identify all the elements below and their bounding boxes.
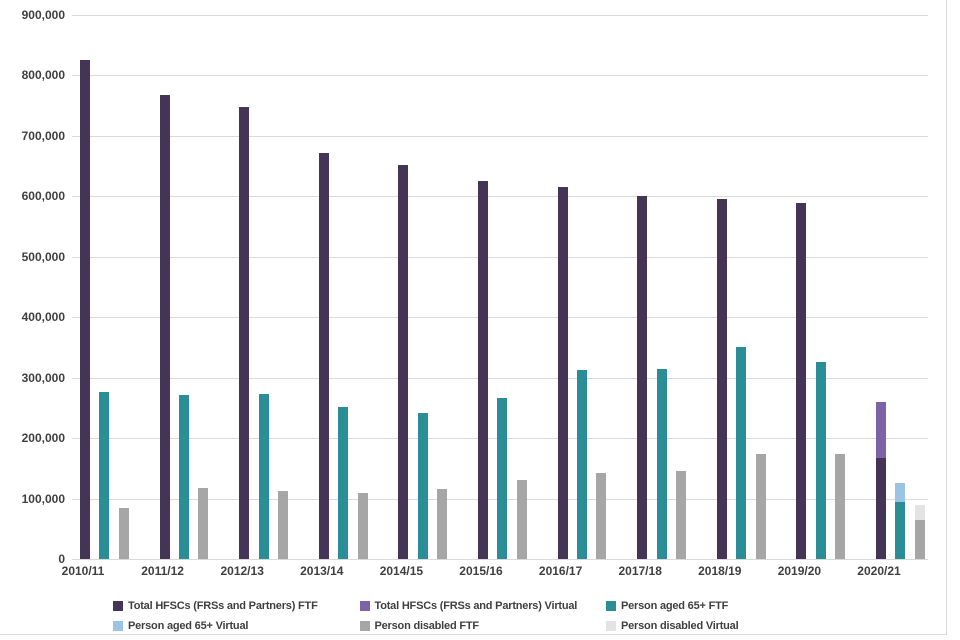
bar-segment-total-2015-16 bbox=[478, 181, 488, 559]
y-tick-label: 200,000 bbox=[21, 431, 65, 446]
x-tick-label: 2017/18 bbox=[618, 564, 662, 578]
gridline bbox=[72, 75, 928, 77]
bar-segment-aged65-2010-11 bbox=[99, 391, 110, 559]
bar-segment-total-2019-20 bbox=[796, 202, 807, 559]
legend-marker bbox=[359, 621, 370, 631]
bar-segment-total-2016-17 bbox=[557, 187, 568, 559]
x-tick-label: 2015/16 bbox=[459, 564, 503, 578]
bar-segment-aged65-2017-18 bbox=[656, 368, 667, 559]
gridline bbox=[72, 256, 928, 258]
bar-segment-aged65-2014-15 bbox=[417, 412, 428, 559]
legend-marker bbox=[606, 621, 616, 631]
x-tick-label: 2011/12 bbox=[141, 564, 184, 578]
bar-segment-disabled-2011-12 bbox=[198, 487, 209, 559]
bar-segment-aged65-2012-13 bbox=[258, 393, 269, 559]
legend-marker bbox=[113, 621, 123, 631]
bar-segment-total-2010-11 bbox=[80, 60, 90, 559]
x-tick-label: 2014/15 bbox=[379, 564, 424, 578]
bar-segment-disabled-2020-21 bbox=[914, 519, 925, 559]
bar-segment-aged65-2020-21 bbox=[895, 501, 906, 559]
y-tick-label: 300,000 bbox=[21, 370, 65, 385]
legend-label: Total HFSCs (FRSs and Partners) FTF bbox=[128, 600, 318, 612]
bar-segment-total-2017-18 bbox=[637, 196, 648, 559]
bar-segment-total-2018-19 bbox=[716, 198, 727, 559]
legend-label: Person disabled FTF bbox=[374, 620, 480, 632]
gridline bbox=[72, 559, 928, 560]
legend-label: Person aged 65+ Virtual bbox=[128, 620, 249, 632]
chart-frame bbox=[0, 0, 947, 635]
x-tick-label: 2012/13 bbox=[220, 564, 264, 578]
legend-label: Person aged 65+ FTF bbox=[621, 600, 729, 612]
bar-segment-total-2012-13 bbox=[239, 107, 250, 559]
gridline bbox=[72, 135, 928, 137]
bar-segment-total-2014-15 bbox=[398, 164, 409, 559]
bar-segment-disabled-2019-20 bbox=[835, 454, 846, 559]
bar-segment-disabled-2010-11 bbox=[118, 507, 129, 559]
bar-segment-aged65-2018-19 bbox=[736, 347, 747, 559]
x-tick-label: 2016/17 bbox=[538, 564, 583, 578]
bar-segment-disabled-2014-15 bbox=[437, 489, 448, 559]
y-tick-label: 400,000 bbox=[21, 310, 65, 325]
bar-segment-disabled-2017-18 bbox=[676, 470, 686, 559]
x-tick-label: 2013/14 bbox=[300, 564, 344, 578]
x-tick-label: 2019/20 bbox=[777, 564, 822, 578]
bar-segment-aged65-2013-14 bbox=[338, 406, 349, 559]
gridline bbox=[72, 15, 928, 16]
legend-label: Total HFSCs (FRSs and Partners) Virtual bbox=[374, 600, 578, 612]
bar-segment-disabled-2013-14 bbox=[357, 492, 368, 559]
legend-marker bbox=[113, 601, 123, 611]
y-tick-label: 700,000 bbox=[21, 128, 65, 143]
bar-segment-aged65-2016-17 bbox=[577, 370, 587, 559]
bar-segment-aged65-2015-16 bbox=[497, 398, 508, 559]
bar-segment-total-2020-21 bbox=[876, 402, 886, 459]
y-tick-label: 800,000 bbox=[21, 68, 65, 83]
x-tick-label: 2010/11 bbox=[61, 564, 105, 578]
y-tick-label: 100,000 bbox=[21, 491, 65, 506]
bar-segment-disabled-2020-21 bbox=[914, 504, 925, 520]
gridline bbox=[72, 317, 928, 319]
bar-segment-disabled-2018-19 bbox=[755, 454, 766, 559]
bar-segment-aged65-2019-20 bbox=[815, 361, 826, 559]
bar-segment-aged65-2020-21 bbox=[895, 483, 906, 502]
bar-segment-total-2011-12 bbox=[159, 94, 170, 559]
x-tick-label: 2018/19 bbox=[698, 564, 742, 578]
bar-segment-disabled-2016-17 bbox=[596, 473, 607, 559]
y-tick-label: 900,000 bbox=[21, 8, 65, 22]
y-tick-label: 500,000 bbox=[21, 249, 65, 264]
bar-segment-total-2020-21 bbox=[876, 458, 886, 559]
y-tick-label: 600,000 bbox=[21, 189, 65, 204]
x-tick-label: 2020/21 bbox=[857, 564, 901, 578]
y-tick-label: 0 bbox=[58, 552, 65, 566]
bar-segment-total-2013-14 bbox=[318, 152, 329, 559]
bar-segment-disabled-2012-13 bbox=[278, 490, 288, 559]
legend-marker bbox=[606, 601, 616, 611]
legend-label: Person disabled Virtual bbox=[621, 620, 739, 632]
gridline bbox=[72, 196, 928, 198]
bar-segment-aged65-2011-12 bbox=[179, 395, 189, 559]
bar-segment-disabled-2015-16 bbox=[516, 480, 527, 559]
gridline bbox=[72, 377, 928, 379]
legend-marker bbox=[359, 601, 370, 611]
